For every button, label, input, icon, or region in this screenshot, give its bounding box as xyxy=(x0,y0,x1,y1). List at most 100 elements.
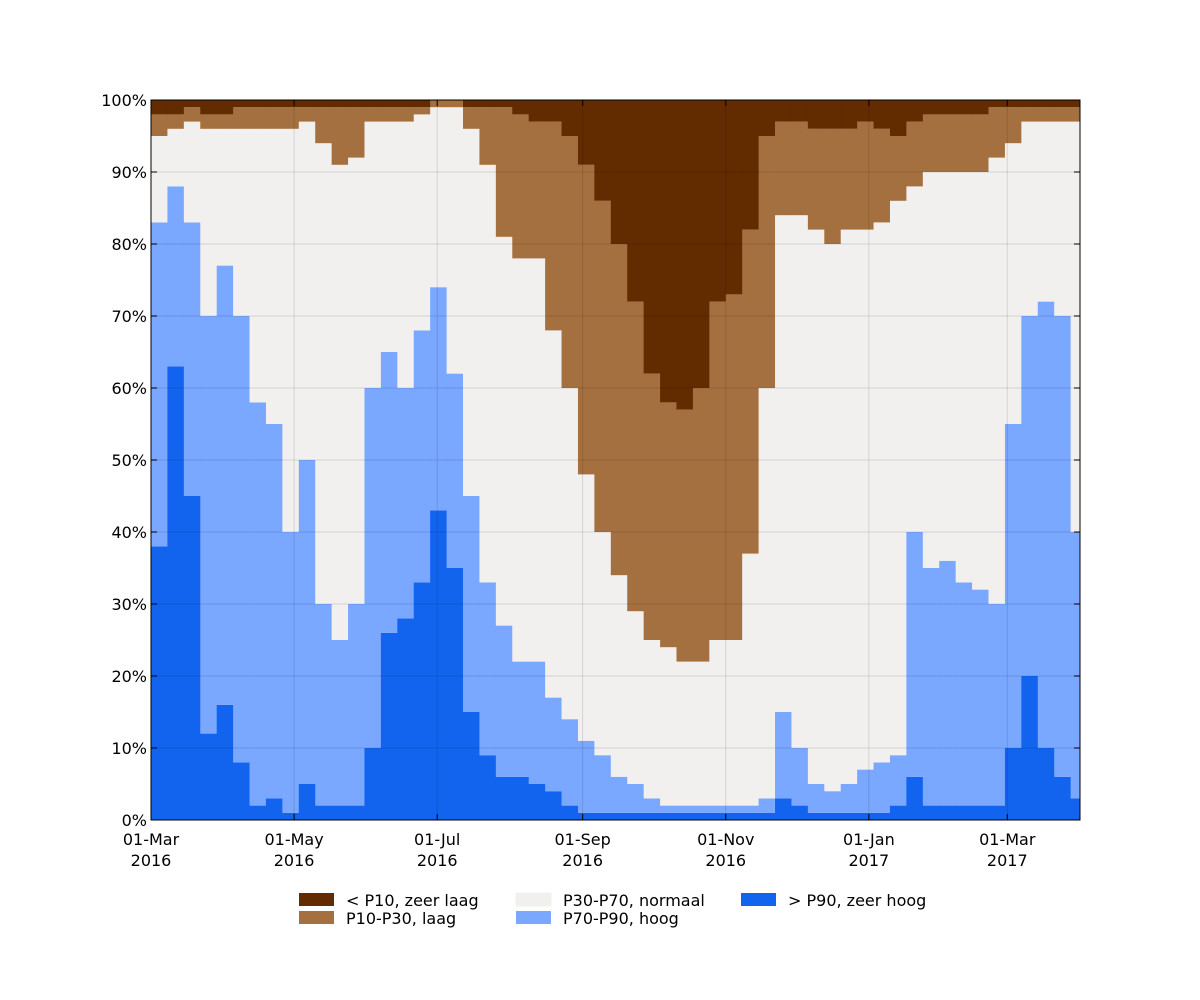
area-segment xyxy=(857,121,874,230)
area-segment xyxy=(922,805,940,820)
area-segment xyxy=(495,100,513,108)
area-segment xyxy=(512,776,530,820)
y-tick-label: 30% xyxy=(111,595,147,614)
area-segment xyxy=(495,107,513,237)
area-segment xyxy=(610,244,628,576)
area-segment xyxy=(348,604,365,806)
area-segment xyxy=(692,100,710,388)
area-segment xyxy=(479,100,497,108)
area-segment xyxy=(1004,424,1022,748)
area-segment xyxy=(380,100,398,108)
area-segment xyxy=(725,812,743,820)
area-segment xyxy=(151,114,168,136)
area-segment xyxy=(413,330,431,583)
area-segment xyxy=(775,712,792,799)
area-segment xyxy=(167,186,185,367)
area-segment xyxy=(331,100,349,108)
area-segment xyxy=(988,604,1006,806)
area-segment xyxy=(627,611,645,784)
area-segment xyxy=(167,366,185,820)
area-segment xyxy=(725,805,743,813)
area-segment xyxy=(463,496,480,712)
area-segment xyxy=(1037,100,1055,108)
area-segment xyxy=(216,100,234,115)
area-segment xyxy=(643,373,661,640)
area-segment xyxy=(479,582,497,756)
area-segment xyxy=(315,100,333,108)
area-segment xyxy=(200,733,218,820)
area-segment xyxy=(791,100,809,122)
area-segment xyxy=(265,107,283,129)
area-segment xyxy=(972,589,989,806)
area-segment xyxy=(922,568,940,806)
area-segment xyxy=(216,128,234,266)
area-segment xyxy=(315,805,333,820)
area-segment xyxy=(331,640,349,806)
area-segment xyxy=(364,121,382,388)
legend-label: P30-P70, normaal xyxy=(563,891,705,910)
area-segment xyxy=(660,805,677,813)
area-segment xyxy=(1037,121,1055,302)
area-segment xyxy=(545,697,562,792)
area-segment xyxy=(889,755,907,806)
area-segment xyxy=(775,100,792,122)
area-segment xyxy=(430,100,447,108)
legend-label: < P10, zeer laag xyxy=(346,891,479,910)
area-segment xyxy=(577,474,595,741)
area-segment xyxy=(840,100,858,129)
area-segment xyxy=(446,107,464,374)
y-tick-label: 20% xyxy=(111,667,147,686)
x-tick-label: 01-Nov 2016 xyxy=(697,830,754,870)
area-segment xyxy=(922,114,940,172)
legend-label: > P90, zeer hoog xyxy=(788,891,926,910)
area-segment xyxy=(988,805,1006,820)
area-segment xyxy=(807,812,825,820)
area-segment xyxy=(643,100,661,374)
area-segment xyxy=(643,798,661,813)
area-segment xyxy=(610,776,628,813)
y-tick-label: 80% xyxy=(111,235,147,254)
area-segment xyxy=(972,100,989,115)
area-segment xyxy=(380,632,398,820)
area-segment xyxy=(479,755,497,820)
x-tick-label: 01-Jan 2017 xyxy=(843,830,895,870)
area-segment xyxy=(249,402,267,806)
area-segment xyxy=(594,100,612,201)
area-segment xyxy=(528,121,546,259)
area-segment xyxy=(807,784,825,813)
area-segment xyxy=(988,107,1006,158)
area-segment xyxy=(725,640,743,806)
legend-swatch xyxy=(299,893,334,906)
area-segment xyxy=(348,805,365,820)
area-segment xyxy=(955,172,973,583)
area-segment xyxy=(167,100,185,115)
area-segment xyxy=(955,100,973,115)
legend-swatch xyxy=(741,893,776,906)
area-segment xyxy=(495,625,513,777)
area-segment xyxy=(939,172,957,561)
area-segment xyxy=(298,784,316,820)
area-segment xyxy=(216,265,234,705)
area-segment xyxy=(463,128,480,497)
area-segment xyxy=(955,582,973,806)
area-segment xyxy=(676,100,694,410)
area-segment xyxy=(430,510,447,820)
area-segment xyxy=(216,114,234,129)
area-segment xyxy=(167,114,185,129)
y-tick-label: 40% xyxy=(111,523,147,542)
area-segment xyxy=(1070,100,1081,108)
plot-frame xyxy=(150,99,1081,821)
area-segment xyxy=(922,100,940,115)
area-segment xyxy=(594,532,612,756)
area-segment xyxy=(627,812,645,820)
area-segment xyxy=(380,107,398,122)
area-segment xyxy=(331,805,349,820)
area-segment xyxy=(807,100,825,129)
area-segment xyxy=(1021,316,1039,676)
area-segment xyxy=(413,107,431,115)
area-segment xyxy=(824,128,842,244)
area-segment xyxy=(1004,748,1022,820)
area-segment xyxy=(265,798,283,820)
area-segment xyxy=(249,107,267,129)
